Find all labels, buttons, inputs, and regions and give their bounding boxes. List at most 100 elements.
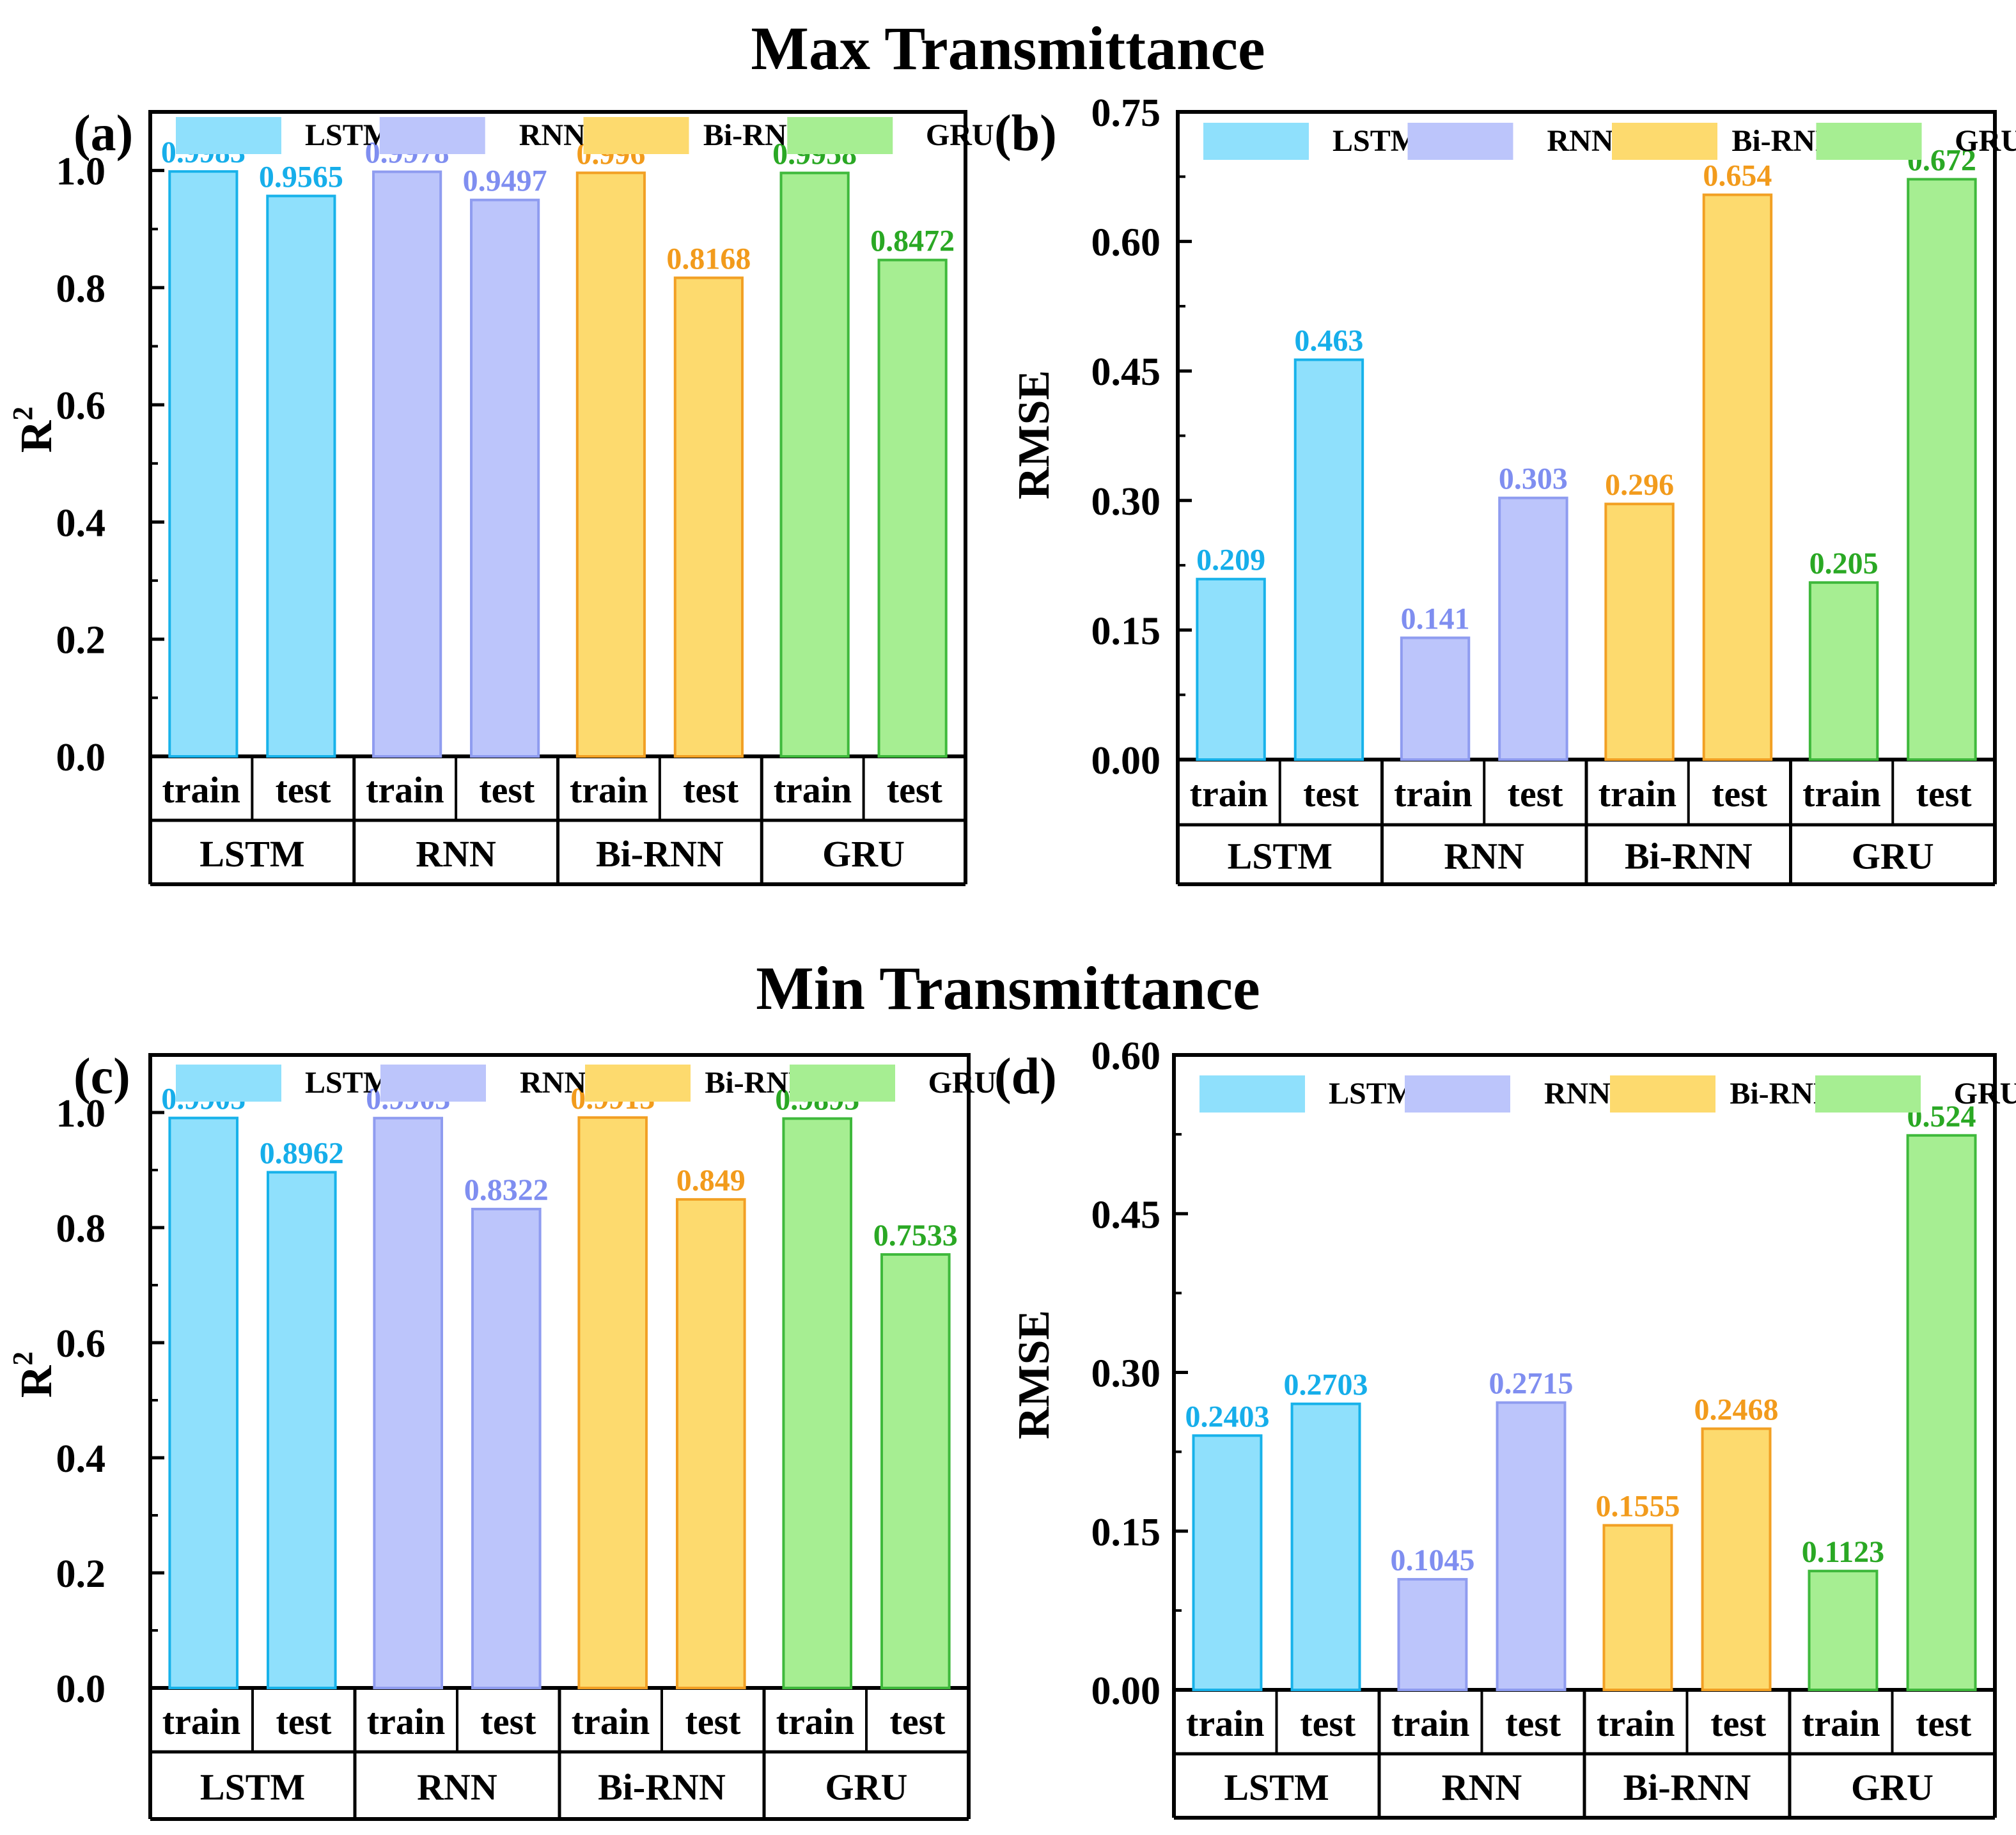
legend-swatch	[379, 117, 485, 154]
legend-label: LSTM	[1329, 1077, 1416, 1111]
y-axis-label: R2	[7, 407, 61, 453]
legend-swatch	[1407, 123, 1513, 160]
y-tick-label: 0.60	[1091, 221, 1161, 265]
bar-value-label: 0.2403	[1185, 1400, 1269, 1433]
subcategory-label: train	[570, 769, 648, 811]
category-label: RNN	[1444, 836, 1524, 877]
bar-gru-test	[1907, 178, 1977, 761]
bar-value-label: 0.9565	[259, 160, 343, 194]
bar-value-label: 0.205	[1809, 547, 1879, 581]
bar-value-label: 0.1555	[1595, 1490, 1680, 1524]
legend-label: GRU	[1954, 1077, 2016, 1111]
y-tick-label: 0.2	[56, 619, 106, 662]
bar-lstm-test	[266, 194, 336, 758]
subcategory-label: train	[1598, 773, 1676, 815]
category-label: Bi-RNN	[1625, 836, 1753, 877]
subcategory-label: test	[1505, 1703, 1561, 1744]
legend-swatch	[176, 117, 281, 154]
y-axis-label: RMSE	[1010, 1310, 1059, 1439]
category-label: LSTM	[1228, 836, 1332, 877]
y-tick-label: 0.6	[56, 384, 106, 428]
panel-b-rmse-max: 0.00 0.15 0.30 0.45 0.60 0.75 RMSE (b) 0.209 0.46…	[994, 91, 2016, 886]
bar-lstm-test	[267, 1171, 337, 1690]
category-label: Bi-RNN	[1623, 1767, 1751, 1808]
title-min-transmittance: Min Transmittance	[756, 954, 1260, 1022]
bar-rnn-test	[471, 1208, 542, 1689]
legend-label: GRU	[1955, 124, 2016, 158]
bar-value-label: 0.849	[676, 1164, 746, 1198]
category-label: Bi-RNN	[596, 833, 724, 875]
subcategory-label: test	[890, 1701, 946, 1742]
bar-gru-test	[1906, 1134, 1977, 1691]
category-label: Bi-RNN	[598, 1767, 726, 1808]
bar-rnn-train	[373, 1116, 444, 1689]
y-tick-label: 0.0	[56, 1667, 106, 1711]
y-tick-label: 0.8	[56, 267, 106, 311]
bar-bi-rnn-train	[575, 171, 646, 758]
subcategory-label: test	[276, 769, 332, 811]
bar-value-label: 0.296	[1605, 468, 1674, 502]
y-tick-label: 0.15	[1091, 609, 1161, 653]
subcategory-label: train	[162, 769, 240, 811]
legend-label: RNN	[519, 118, 586, 152]
bar-lstm-train	[168, 1116, 238, 1690]
bar-gru-test	[880, 1253, 951, 1689]
category-label: LSTM	[199, 833, 304, 875]
legend-swatch	[1199, 1075, 1305, 1113]
bar-bi-rnn-test	[676, 1198, 746, 1689]
subcategory-label: train	[1186, 1703, 1264, 1744]
bar-gru-train	[1808, 1570, 1879, 1692]
category-label: RNN	[416, 833, 496, 875]
panel-a-r2-max: 0.00.20.40.60.81.0R2(a)0.99830.95650.997…	[7, 105, 994, 886]
y-tick-label: 0.75	[1091, 91, 1161, 135]
subcategory-label: train	[1394, 773, 1472, 815]
legend-label: RNN	[1544, 1077, 1611, 1111]
bar-gru-train	[1808, 581, 1879, 761]
panel-d-rmse-min: 0.00 0.15 0.30 0.45 0.60 RMSE (d) 0.2403 0.2703 0…	[994, 1035, 2016, 1820]
bar-rnn-train	[1397, 1578, 1468, 1691]
legend-swatch	[1203, 123, 1309, 160]
subcategory-label: test	[481, 1701, 537, 1742]
title-max-transmittance: Max Transmittance	[751, 14, 1265, 82]
subcategory-label: train	[366, 769, 444, 811]
bar-bi-rnn-train	[577, 1116, 648, 1689]
legend-swatch	[1610, 1075, 1715, 1113]
bar-lstm-train	[1192, 1434, 1263, 1691]
bar-value-label: 0.209	[1196, 543, 1265, 577]
legend-swatch	[787, 117, 893, 154]
subcategory-label: train	[774, 769, 852, 811]
legend-label: GRU	[928, 1066, 997, 1100]
y-tick-label: 0.45	[1091, 1193, 1161, 1237]
subcategory-label: train	[367, 1701, 445, 1742]
subcategory-label: test	[1712, 773, 1768, 815]
bar-value-label: 0.2703	[1284, 1368, 1368, 1402]
bar-value-label: 0.654	[1703, 159, 1772, 193]
y-tick-label: 0.0	[56, 736, 106, 779]
legend-swatch	[176, 1065, 281, 1102]
bar-lstm-train	[1196, 577, 1266, 761]
y-tick-label: 1.0	[56, 150, 106, 194]
y-tick-label: 0.30	[1091, 480, 1161, 524]
legend-swatch	[583, 117, 689, 154]
bar-rnn-train	[372, 170, 442, 758]
y-tick-label: 0.2	[56, 1552, 106, 1596]
bar-value-label: 0.8322	[464, 1173, 549, 1207]
panel-c-r2-min: 0.00.20.40.60.81.0R2(c)0.99050.89620.990…	[7, 1049, 997, 1821]
bar-rnn-test	[1498, 496, 1568, 761]
subcategory-label: train	[572, 1701, 650, 1742]
legend-swatch	[1816, 123, 1922, 160]
legend-label: GRU	[926, 118, 994, 152]
subcategory-label: test	[683, 769, 739, 811]
bar-value-label: 0.8168	[666, 242, 751, 276]
category-label: GRU	[822, 833, 905, 875]
legend-swatch	[1405, 1075, 1510, 1113]
bar-bi-rnn-train	[1602, 1524, 1673, 1691]
bar-gru-train	[782, 1117, 853, 1689]
subcategory-label: test	[1508, 773, 1564, 815]
bar-lstm-test	[1293, 358, 1364, 761]
category-label: GRU	[1852, 836, 1934, 877]
subcategory-label: train	[1597, 1703, 1675, 1744]
bar-value-label: 0.2468	[1694, 1393, 1779, 1427]
bar-bi-rnn-test	[1702, 193, 1773, 761]
